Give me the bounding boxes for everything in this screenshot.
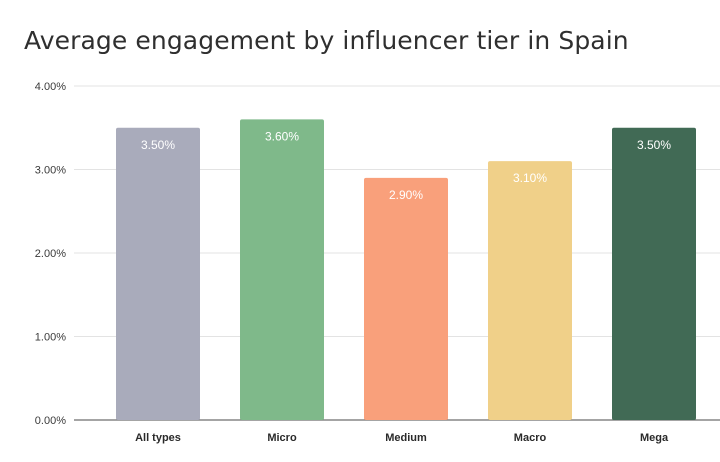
bars — [116, 119, 696, 421]
x-category-label: Macro — [514, 432, 547, 444]
bar-value-label: 3.10% — [513, 171, 547, 185]
bar-mega — [612, 127, 696, 420]
y-tick-label: 1.00% — [35, 332, 66, 344]
bar-value-label: 2.90% — [389, 188, 423, 202]
y-tick-label: 0.00% — [35, 415, 66, 427]
bar-all-types — [116, 127, 200, 420]
chart-title: Average engagement by influencer tier in… — [24, 26, 629, 55]
x-axis-category-labels: All types Micro Medium Macro Mega — [135, 432, 669, 444]
bar-value-label: 3.50% — [637, 138, 671, 152]
bar-value-label: 3.50% — [141, 138, 175, 152]
data-labels: 3.50% 3.60% 2.90% 3.10% 3.50% — [141, 129, 671, 201]
x-category-label: All types — [135, 432, 181, 444]
y-tick-label: 2.00% — [35, 248, 66, 260]
y-axis-tick-labels: 0.00% 1.00% 2.00% 3.00% 4.00% — [35, 81, 66, 427]
bar-value-label: 3.60% — [265, 129, 299, 143]
bar-micro — [240, 119, 324, 421]
bar-medium — [364, 177, 448, 420]
y-tick-label: 4.00% — [35, 81, 66, 93]
y-tick-label: 3.00% — [35, 165, 66, 177]
x-category-label: Medium — [385, 432, 427, 444]
x-category-label: Micro — [267, 432, 297, 444]
x-category-label: Mega — [640, 432, 669, 444]
bar-macro — [488, 161, 572, 420]
